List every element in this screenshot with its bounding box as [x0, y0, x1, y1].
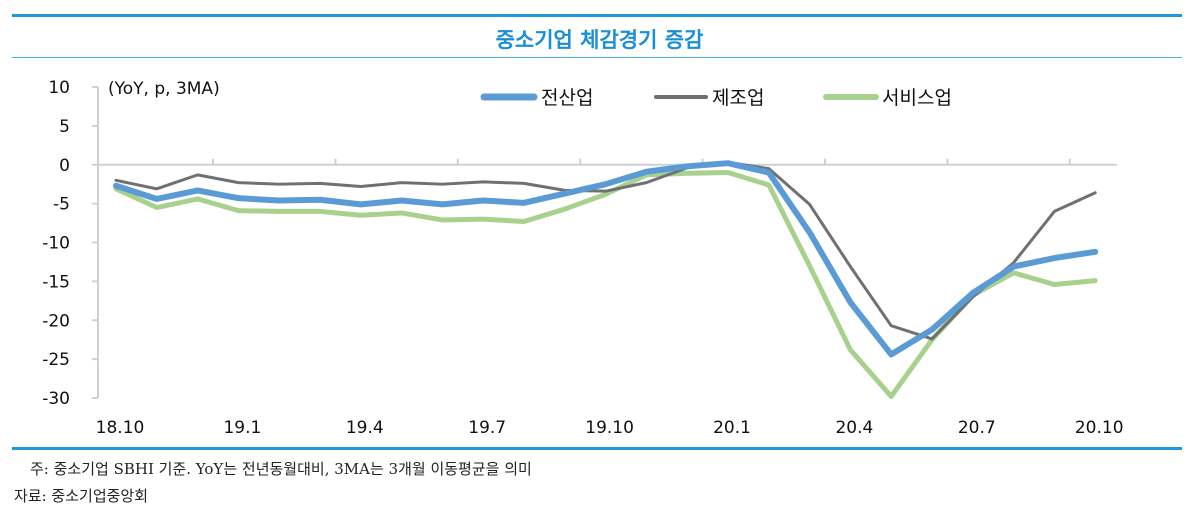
bottom-rule	[12, 447, 1182, 450]
unit-label: (YoY, p, 3MA)	[108, 79, 220, 99]
y-tick-label: -20	[42, 311, 70, 331]
x-tick-label: 20.10	[1075, 418, 1124, 438]
x-tick-label: 20.4	[835, 418, 873, 438]
y-tick-label: 10	[48, 78, 70, 98]
y-tick-label: -25	[42, 350, 70, 370]
title-rule	[12, 57, 1182, 58]
legend-label: 전산업	[541, 87, 593, 109]
chart-title: 중소기업 체감경기 증감	[495, 28, 704, 52]
x-tick-label: 20.7	[958, 418, 996, 438]
y-tick-label: -10	[42, 234, 70, 254]
source-note: 자료: 중소기업중앙회	[14, 487, 149, 505]
x-tick-label: 20.1	[713, 418, 751, 438]
y-tick-label: 0	[59, 156, 70, 176]
y-tick-label: -15	[42, 272, 70, 292]
x-tick-label: 19.7	[468, 418, 506, 438]
x-tick-label: 18.10	[96, 418, 145, 438]
footnote: 주: 중소기업 SBHI 기준. YoY는 전년동월대비, 3MA는 3개월 이…	[30, 460, 532, 478]
line-chart: 10 5 0 -5 -10 -15 -20 -25 -30 18.10 19.1 19.4 19.7 19…	[42, 78, 1124, 438]
x-tick-label: 19.1	[223, 418, 261, 438]
x-tick-label: 19.10	[585, 418, 634, 438]
y-tick-label: -30	[42, 389, 70, 409]
legend-label: 제조업	[712, 87, 764, 109]
y-tick-label: -5	[53, 195, 70, 215]
series-line-2	[113, 170, 1098, 399]
top-rule	[12, 14, 1182, 17]
x-tick-label: 19.4	[346, 418, 384, 438]
y-tick-label: 5	[59, 117, 70, 137]
legend-label: 서비스업	[882, 87, 952, 109]
